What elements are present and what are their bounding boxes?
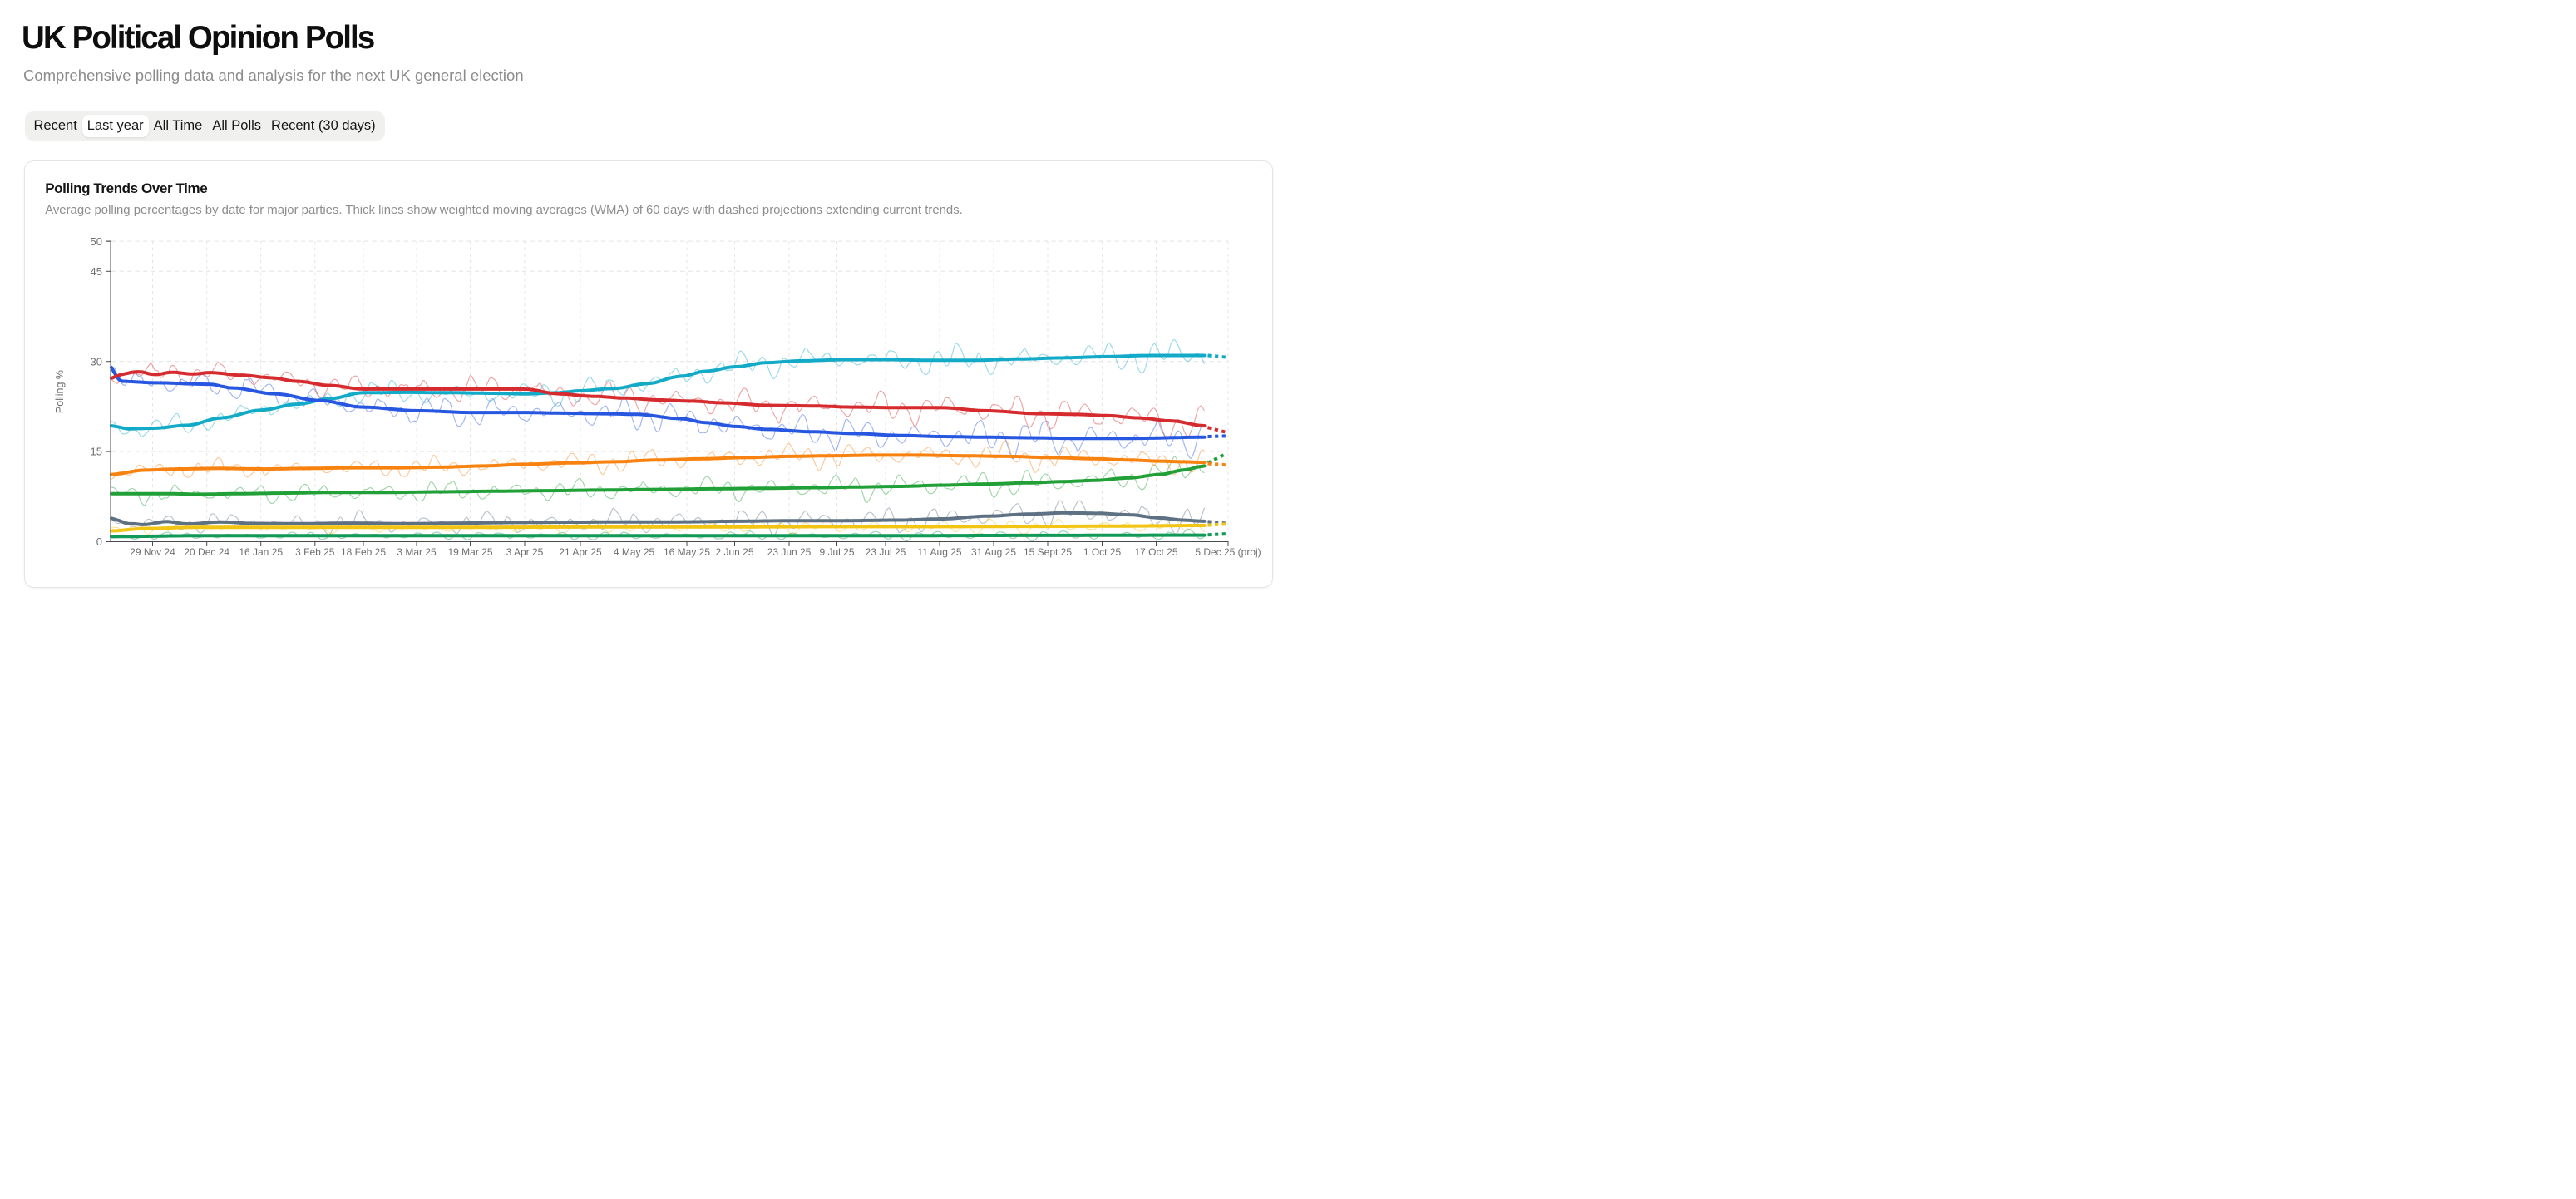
svg-text:0: 0 [96,535,102,548]
svg-text:15 Sept 25: 15 Sept 25 [1024,546,1072,558]
svg-text:20 Dec 24: 20 Dec 24 [184,546,229,558]
svg-text:3 Feb 25: 3 Feb 25 [295,546,335,558]
svg-text:16 Jan 25: 16 Jan 25 [239,546,283,558]
svg-text:18 Feb 25: 18 Feb 25 [341,546,386,558]
svg-text:4 May 25: 4 May 25 [614,546,655,558]
svg-text:1 Oct 25: 1 Oct 25 [1083,546,1122,558]
svg-text:3 Apr 25: 3 Apr 25 [506,546,544,558]
svg-text:30: 30 [91,355,102,368]
svg-text:11 Aug 25: 11 Aug 25 [917,546,961,558]
svg-text:23 Jul 25: 23 Jul 25 [866,546,906,558]
svg-text:50: 50 [91,235,102,248]
svg-text:3 Mar 25: 3 Mar 25 [397,546,437,558]
svg-text:31 Aug 25: 31 Aug 25 [971,546,1016,558]
svg-text:2 Jun 25: 2 Jun 25 [715,546,753,558]
svg-text:9 Jul 25: 9 Jul 25 [819,546,854,558]
svg-text:23 Jun 25: 23 Jun 25 [767,546,812,558]
svg-text:21 Apr 25: 21 Apr 25 [559,546,602,558]
svg-text:45: 45 [91,265,102,278]
svg-text:16 May 25: 16 May 25 [664,546,710,558]
svg-text:5 Dec 25 (proj): 5 Dec 25 (proj) [1195,546,1261,558]
svg-text:19 Mar 25: 19 Mar 25 [447,546,492,558]
svg-text:15: 15 [91,446,102,458]
svg-text:29 Nov 24: 29 Nov 24 [130,546,175,558]
svg-text:Polling %: Polling % [54,370,66,413]
svg-text:17 Oct 25: 17 Oct 25 [1134,546,1177,558]
